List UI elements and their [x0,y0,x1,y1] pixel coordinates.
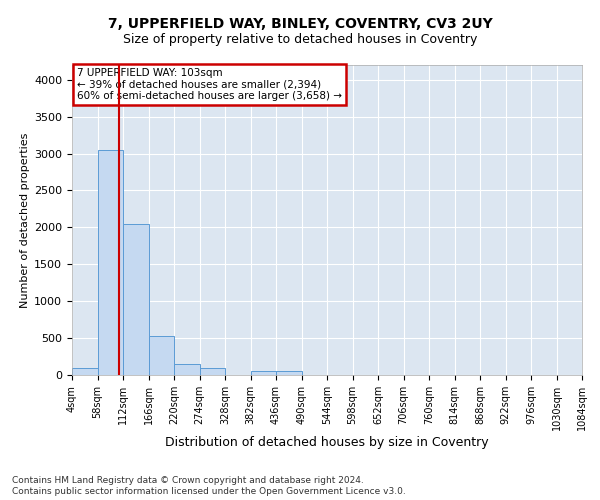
Text: 7 UPPERFIELD WAY: 103sqm
← 39% of detached houses are smaller (2,394)
60% of sem: 7 UPPERFIELD WAY: 103sqm ← 39% of detach… [77,68,342,102]
Bar [123,224,149,375]
Y-axis label: Number of detached properties: Number of detached properties [20,132,30,308]
Text: Size of property relative to detached houses in Coventry: Size of property relative to detached ho… [123,32,477,46]
Text: 7, UPPERFIELD WAY, BINLEY, COVENTRY, CV3 2UY: 7, UPPERFIELD WAY, BINLEY, COVENTRY, CV3… [107,18,493,32]
Text: Contains public sector information licensed under the Open Government Licence v3: Contains public sector information licen… [12,488,406,496]
Bar [276,372,302,375]
Bar [149,336,174,375]
X-axis label: Distribution of detached houses by size in Coventry: Distribution of detached houses by size … [165,436,489,448]
Bar [251,372,276,375]
Text: Contains HM Land Registry data © Crown copyright and database right 2024.: Contains HM Land Registry data © Crown c… [12,476,364,485]
Bar [72,368,97,375]
Bar [200,368,225,375]
Bar [97,150,123,375]
Bar [174,364,199,375]
